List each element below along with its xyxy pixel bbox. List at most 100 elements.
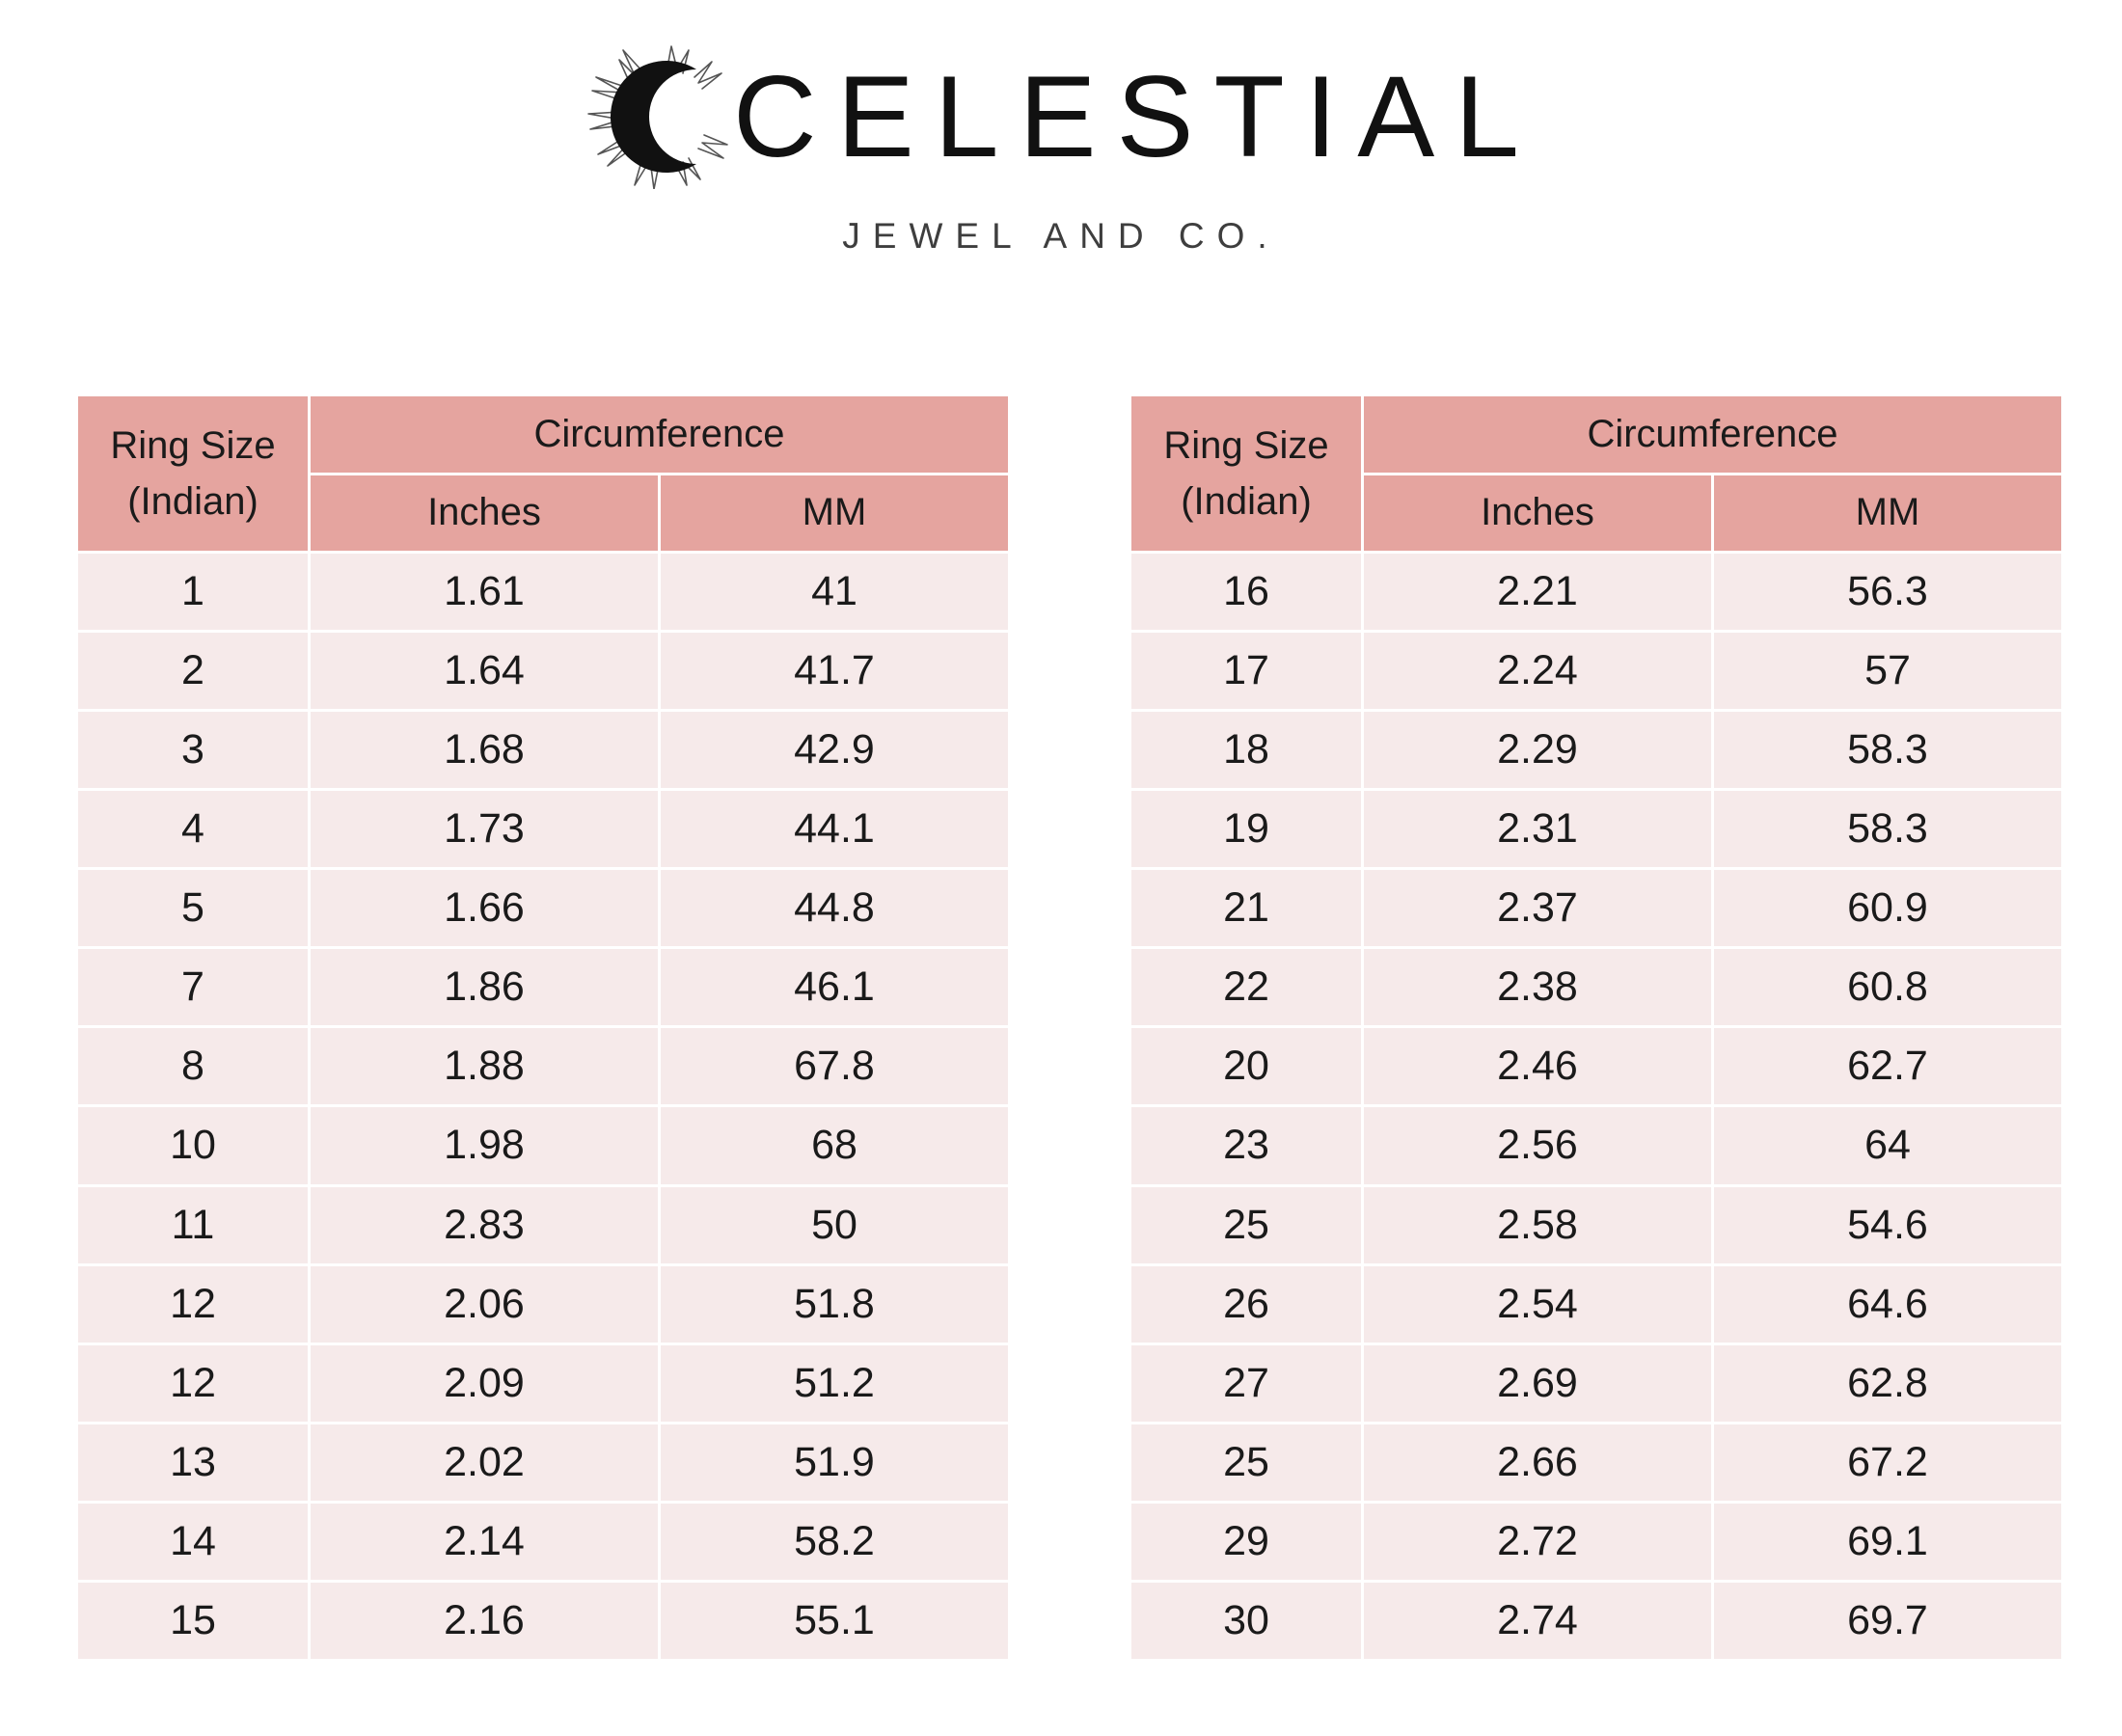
cell-ring-size: 7 — [78, 949, 308, 1026]
cell-ring-size: 26 — [1131, 1265, 1361, 1343]
cell-inches: 1.98 — [311, 1107, 658, 1184]
cell-mm: 51.2 — [661, 1344, 1008, 1422]
cell-inches: 2.06 — [311, 1265, 658, 1343]
table-header-left: Ring Size (Indian) Circumference Inches … — [78, 396, 1008, 551]
table-row: 21 2.37 60.9 — [1131, 870, 2061, 947]
cell-ring-size: 17 — [1131, 633, 1361, 710]
header-ring-size-line1: Ring Size — [1163, 424, 1329, 467]
cell-inches: 2.24 — [1364, 633, 1711, 710]
cell-ring-size: 2 — [78, 633, 308, 710]
cell-inches: 1.66 — [311, 870, 658, 947]
cell-ring-size: 18 — [1131, 712, 1361, 789]
cell-inches: 2.38 — [1364, 949, 1711, 1026]
cell-ring-size: 10 — [78, 1107, 308, 1184]
cell-inches: 2.02 — [311, 1424, 658, 1501]
table-body-right: 16 2.21 56.3 17 2.24 57 18 2.29 58.3 19 2.31 58.3 21… — [1131, 554, 2061, 1659]
ring-size-table-right: Ring Size (Indian) Circumference Inches … — [1129, 393, 2064, 1662]
cell-mm: 62.8 — [1714, 1344, 2061, 1422]
header-ring-size-line2: (Indian) — [1181, 480, 1312, 523]
table-row: 13 2.02 51.9 — [78, 1424, 1008, 1501]
brand-tagline: JEWEL AND CO. — [842, 216, 1280, 256]
cell-inches: 2.14 — [311, 1503, 658, 1580]
cell-inches: 2.74 — [1364, 1582, 1711, 1659]
cell-ring-size: 20 — [1131, 1028, 1361, 1105]
cell-inches: 2.21 — [1364, 554, 1711, 631]
table-row: 11 2.83 50 — [78, 1186, 1008, 1263]
cell-ring-size: 25 — [1131, 1424, 1361, 1501]
cell-mm: 44.1 — [661, 791, 1008, 868]
cell-mm: 55.1 — [661, 1582, 1008, 1659]
brand-wordmark-row: CELESTIAL — [0, 44, 2122, 189]
table-header-right: Ring Size (Indian) Circumference Inches … — [1131, 396, 2061, 551]
cell-ring-size: 23 — [1131, 1107, 1361, 1184]
table-row: 26 2.54 64.6 — [1131, 1265, 2061, 1343]
table-body-left: 1 1.61 41 2 1.64 41.7 3 1.68 42.9 4 1.73 44.1 5 1.66 4… — [78, 554, 1008, 1659]
header-ring-size: Ring Size (Indian) — [1131, 396, 1361, 551]
header-circumference: Circumference — [1364, 396, 2061, 473]
cell-mm: 58.3 — [1714, 791, 2061, 868]
table-row: 12 2.06 51.8 — [78, 1265, 1008, 1343]
table-row: 8 1.88 67.8 — [78, 1028, 1008, 1105]
header-mm: MM — [661, 475, 1008, 551]
cell-ring-size: 29 — [1131, 1503, 1361, 1580]
cell-mm: 41.7 — [661, 633, 1008, 710]
header-mm: MM — [1714, 475, 2061, 551]
table-row: 16 2.21 56.3 — [1131, 554, 2061, 631]
brand-header: CELESTIAL JEWEL AND CO. — [0, 44, 2122, 257]
size-tables-container: Ring Size (Indian) Circumference Inches … — [75, 393, 2064, 1661]
cell-mm: 46.1 — [661, 949, 1008, 1026]
cell-inches: 2.72 — [1364, 1503, 1711, 1580]
cell-inches: 2.54 — [1364, 1265, 1711, 1343]
header-row-secondary: Inches MM — [78, 475, 1008, 551]
header-inches: Inches — [1364, 475, 1711, 551]
cell-mm: 64 — [1714, 1107, 2061, 1184]
table-row: 22 2.38 60.8 — [1131, 949, 2061, 1026]
cell-mm: 62.7 — [1714, 1028, 2061, 1105]
cell-ring-size: 4 — [78, 791, 308, 868]
header-ring-size-line2: (Indian) — [127, 480, 258, 523]
cell-mm: 58.3 — [1714, 712, 2061, 789]
cell-ring-size: 25 — [1131, 1186, 1361, 1263]
cell-mm: 64.6 — [1714, 1265, 2061, 1343]
table-row: 3 1.68 42.9 — [78, 712, 1008, 789]
table-row: 25 2.58 54.6 — [1131, 1186, 2061, 1263]
cell-ring-size: 19 — [1131, 791, 1361, 868]
cell-inches: 2.66 — [1364, 1424, 1711, 1501]
cell-inches: 2.46 — [1364, 1028, 1711, 1105]
ring-size-table-left: Ring Size (Indian) Circumference Inches … — [75, 393, 1011, 1662]
cell-inches: 1.64 — [311, 633, 658, 710]
cell-inches: 1.73 — [311, 791, 658, 868]
cell-inches: 1.88 — [311, 1028, 658, 1105]
cell-mm: 67.8 — [661, 1028, 1008, 1105]
table-row: 5 1.66 44.8 — [78, 870, 1008, 947]
cell-ring-size: 12 — [78, 1344, 308, 1422]
table-row: 15 2.16 55.1 — [78, 1582, 1008, 1659]
cell-ring-size: 5 — [78, 870, 308, 947]
table-row: 29 2.72 69.1 — [1131, 1503, 2061, 1580]
cell-mm: 54.6 — [1714, 1186, 2061, 1263]
cell-ring-size: 21 — [1131, 870, 1361, 947]
cell-inches: 2.29 — [1364, 712, 1711, 789]
table-row: 17 2.24 57 — [1131, 633, 2061, 710]
cell-mm: 69.7 — [1714, 1582, 2061, 1659]
cell-inches: 2.09 — [311, 1344, 658, 1422]
cell-inches: 2.31 — [1364, 791, 1711, 868]
header-row-primary: Ring Size (Indian) Circumference — [1131, 396, 2061, 551]
table-row: 27 2.69 62.8 — [1131, 1344, 2061, 1422]
table-row: 14 2.14 58.2 — [78, 1503, 1008, 1580]
cell-mm: 56.3 — [1714, 554, 2061, 631]
header-circumference: Circumference — [311, 396, 1008, 473]
cell-ring-size: 8 — [78, 1028, 308, 1105]
cell-ring-size: 12 — [78, 1265, 308, 1343]
header-inches: Inches — [311, 475, 658, 551]
cell-mm: 69.1 — [1714, 1503, 2061, 1580]
cell-ring-size: 14 — [78, 1503, 308, 1580]
cell-mm: 60.9 — [1714, 870, 2061, 947]
cell-mm: 50 — [661, 1186, 1008, 1263]
table-row: 1 1.61 41 — [78, 554, 1008, 631]
table-row: 2 1.64 41.7 — [78, 633, 1008, 710]
cell-inches: 2.58 — [1364, 1186, 1711, 1263]
table-row: 4 1.73 44.1 — [78, 791, 1008, 868]
cell-mm: 67.2 — [1714, 1424, 2061, 1501]
